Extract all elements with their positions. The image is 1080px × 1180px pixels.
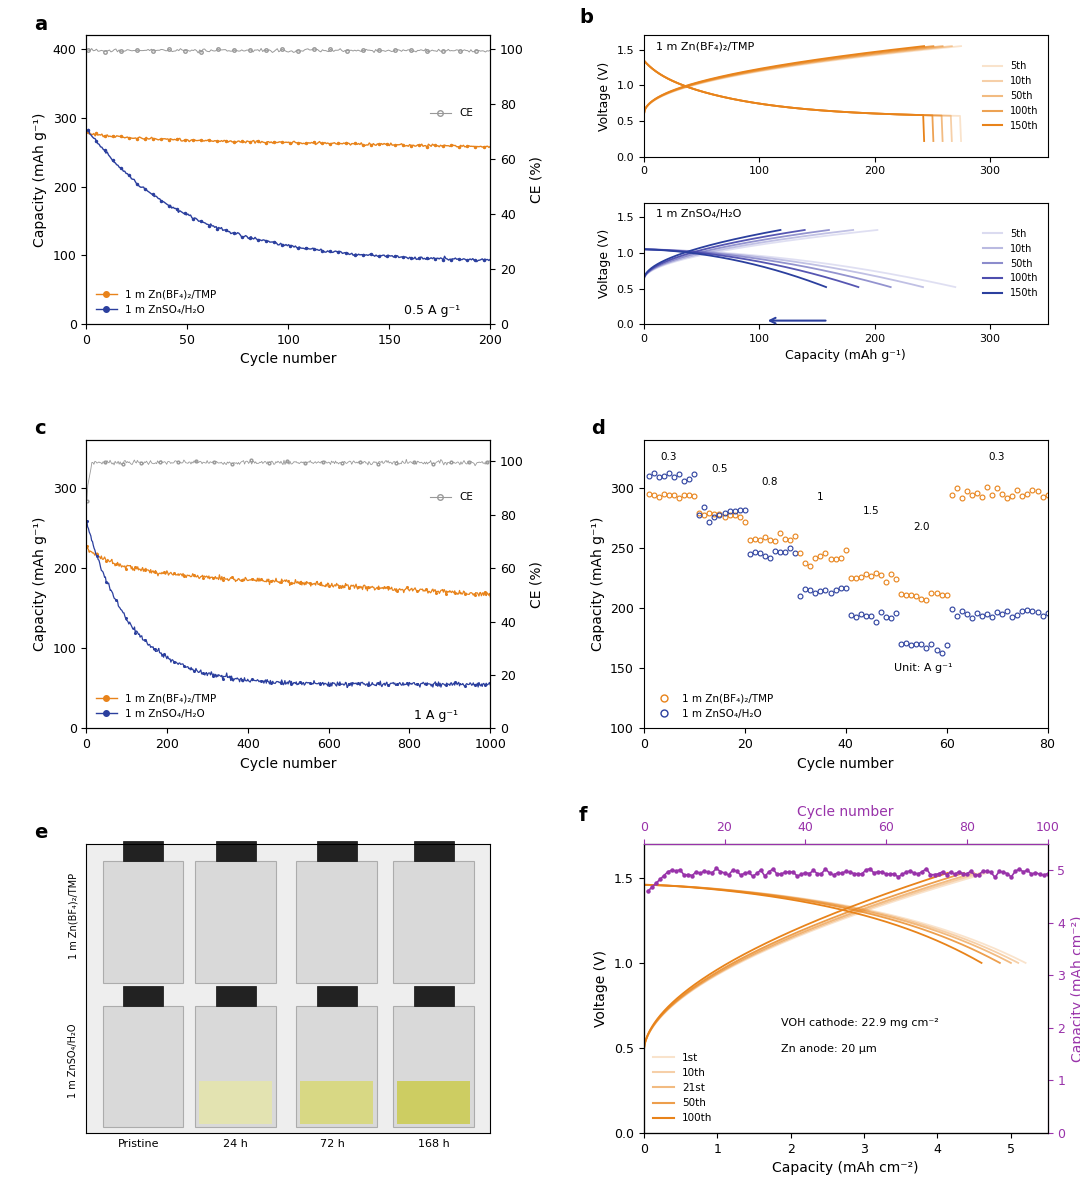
Y-axis label: Capacity (mAh g⁻¹): Capacity (mAh g⁻¹) <box>33 112 48 247</box>
Y-axis label: Capacity (mAh cm⁻²): Capacity (mAh cm⁻²) <box>1071 916 1080 1062</box>
Y-axis label: Capacity (mAh g⁻¹): Capacity (mAh g⁻¹) <box>33 517 48 651</box>
Bar <box>200 1081 272 1125</box>
Text: 1 m ZnSO₄/H₂O: 1 m ZnSO₄/H₂O <box>656 209 741 219</box>
Text: 0.5 A g⁻¹: 0.5 A g⁻¹ <box>404 304 460 317</box>
X-axis label: Capacity (mAh g⁻¹): Capacity (mAh g⁻¹) <box>785 349 906 362</box>
Text: 1: 1 <box>818 492 824 502</box>
Y-axis label: CE (%): CE (%) <box>529 560 543 608</box>
Text: 1 A g⁻¹: 1 A g⁻¹ <box>414 709 458 722</box>
X-axis label: Cycle number: Cycle number <box>240 756 337 771</box>
Legend: 5th, 10th, 50th, 100th, 150th: 5th, 10th, 50th, 100th, 150th <box>980 58 1042 135</box>
Text: e: e <box>33 824 48 843</box>
Legend: 1st, 10th, 21st, 50th, 100th: 1st, 10th, 21st, 50th, 100th <box>649 1048 717 1128</box>
Bar <box>123 985 163 1005</box>
Bar <box>195 1005 276 1127</box>
Text: f: f <box>579 806 588 825</box>
Text: 2.0: 2.0 <box>914 522 930 532</box>
Text: 1.5: 1.5 <box>863 506 879 517</box>
Text: VOH cathode: 22.9 mg cm⁻²: VOH cathode: 22.9 mg cm⁻² <box>781 1018 939 1028</box>
Legend: 1 m Zn(BF₄)₂/TMP, 1 m ZnSO₄/H₂O: 1 m Zn(BF₄)₂/TMP, 1 m ZnSO₄/H₂O <box>92 286 220 319</box>
Text: 72 h: 72 h <box>321 1139 346 1149</box>
Text: a: a <box>33 14 48 33</box>
Bar <box>397 1081 470 1125</box>
X-axis label: Capacity (mAh cm⁻²): Capacity (mAh cm⁻²) <box>772 1161 919 1175</box>
X-axis label: Cycle number: Cycle number <box>240 353 337 367</box>
Legend: CE: CE <box>426 104 477 123</box>
Text: 1 m Zn(BF₄)₂/TMP: 1 m Zn(BF₄)₂/TMP <box>68 873 79 959</box>
Text: 24 h: 24 h <box>224 1139 248 1149</box>
Y-axis label: Capacity (mAh g⁻¹): Capacity (mAh g⁻¹) <box>591 517 605 651</box>
Bar <box>123 841 163 861</box>
Text: 0.3: 0.3 <box>661 452 677 463</box>
Text: 1 m Zn(BF₄)₂/TMP: 1 m Zn(BF₄)₂/TMP <box>656 41 754 52</box>
Bar <box>103 1005 184 1127</box>
Bar <box>216 985 256 1005</box>
Text: b: b <box>579 8 593 27</box>
Bar <box>296 861 377 983</box>
X-axis label: Cycle number: Cycle number <box>797 805 894 819</box>
Legend: 1 m Zn(BF₄)₂/TMP, 1 m ZnSO₄/H₂O: 1 m Zn(BF₄)₂/TMP, 1 m ZnSO₄/H₂O <box>649 690 778 723</box>
Bar <box>300 1081 374 1125</box>
Bar <box>216 841 256 861</box>
Y-axis label: Voltage (V): Voltage (V) <box>594 950 608 1027</box>
Text: 0.3: 0.3 <box>989 452 1005 463</box>
X-axis label: Cycle number: Cycle number <box>797 756 894 771</box>
Text: 0.5: 0.5 <box>712 464 728 474</box>
Text: 168 h: 168 h <box>418 1139 449 1149</box>
Text: Zn anode: 20 μm: Zn anode: 20 μm <box>781 1044 877 1054</box>
Bar <box>393 1005 474 1127</box>
Y-axis label: Voltage (V): Voltage (V) <box>598 61 611 131</box>
Legend: 1 m Zn(BF₄)₂/TMP, 1 m ZnSO₄/H₂O: 1 m Zn(BF₄)₂/TMP, 1 m ZnSO₄/H₂O <box>92 690 220 723</box>
Bar <box>316 841 357 861</box>
Text: Pristine: Pristine <box>118 1139 160 1149</box>
Legend: CE: CE <box>426 489 477 506</box>
Text: Unit: A g⁻¹: Unit: A g⁻¹ <box>894 663 953 673</box>
Bar <box>393 861 474 983</box>
Bar <box>296 1005 377 1127</box>
Text: c: c <box>33 419 45 438</box>
Y-axis label: Voltage (V): Voltage (V) <box>598 229 611 299</box>
Text: 0.8: 0.8 <box>761 478 779 487</box>
Text: d: d <box>591 419 605 438</box>
Y-axis label: CE (%): CE (%) <box>529 157 543 203</box>
Bar <box>316 985 357 1005</box>
Legend: 5th, 10th, 50th, 100th, 150th: 5th, 10th, 50th, 100th, 150th <box>980 225 1042 302</box>
Bar <box>414 985 454 1005</box>
Text: 1 m ZnSO₄/H₂O: 1 m ZnSO₄/H₂O <box>68 1023 79 1097</box>
Bar <box>195 861 276 983</box>
Bar <box>103 861 184 983</box>
Bar <box>414 841 454 861</box>
